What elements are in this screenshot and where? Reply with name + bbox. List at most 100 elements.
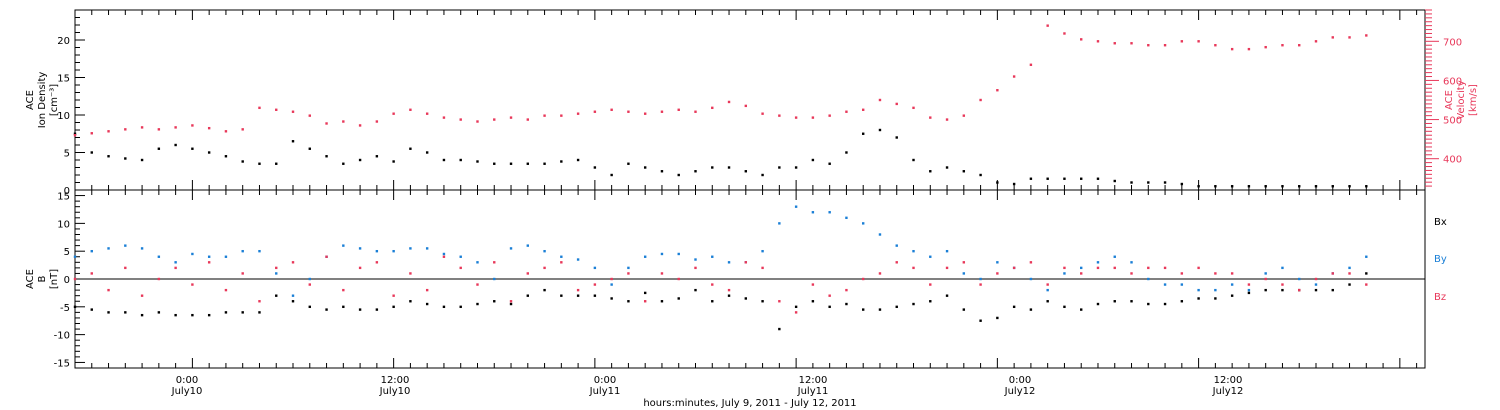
data-point-velocity (1214, 44, 1217, 47)
top-ylabel-line-1: ACE (25, 90, 36, 110)
data-point-by (1063, 272, 1066, 275)
data-point-by (207, 255, 211, 258)
data-point-by (493, 277, 496, 281)
data-point-bz (711, 283, 714, 286)
data-point-bx (1130, 300, 1133, 303)
data-point-bz (895, 261, 898, 264)
data-point-bz (1063, 266, 1066, 270)
data-point-bz (1096, 266, 1100, 270)
data-point-by (258, 249, 261, 253)
data-point-velocity (1130, 42, 1133, 45)
data-point-ion-density (442, 158, 446, 162)
bottom-panel-points (73, 205, 1368, 331)
data-point-velocity (526, 118, 529, 121)
data-point-ion-density (90, 151, 93, 154)
data-point-by (358, 247, 362, 250)
data-point-by (1046, 288, 1049, 292)
data-point-bz (1230, 272, 1234, 275)
data-point-by (694, 258, 697, 261)
data-point-bx (90, 308, 93, 311)
top-y-tick-label: 20 (57, 36, 70, 47)
x-tick-time-3: 12:00 (799, 375, 828, 386)
data-point-bz (224, 288, 228, 292)
data-point-bx (895, 305, 898, 309)
data-point-bz (325, 255, 328, 258)
data-point-bz (509, 300, 513, 303)
data-point-bz (107, 288, 110, 292)
data-point-bx (560, 294, 563, 297)
data-point-ion-density (828, 162, 831, 165)
data-point-by (761, 249, 764, 253)
data-point-bx (1012, 305, 1016, 309)
data-point-by (1314, 283, 1318, 286)
data-point-ion-density (325, 155, 328, 158)
data-point-velocity (543, 114, 546, 117)
data-point-bx (543, 288, 546, 292)
bottom-left-axis: -15 -10 -5 0 5 10 15 (54, 189, 85, 369)
data-point-bx (509, 302, 513, 306)
data-point-velocity (291, 110, 295, 113)
data-point-velocity (610, 108, 613, 111)
data-point-bz (308, 283, 311, 286)
data-point-velocity (794, 116, 798, 119)
top-ylabel-line-3: [cm⁻³] (49, 84, 60, 116)
data-point-velocity (358, 124, 362, 127)
data-point-velocity (308, 114, 311, 117)
data-point-bz (1163, 266, 1167, 270)
data-point-bx (124, 311, 127, 314)
data-point-bz (845, 288, 848, 292)
data-point-velocity (895, 102, 898, 106)
data-point-bz (207, 261, 211, 264)
data-point-bx (878, 308, 882, 311)
data-point-bz (778, 300, 781, 303)
data-point-velocity (409, 108, 412, 111)
data-point-by (543, 249, 546, 253)
data-point-ion-density (476, 160, 479, 163)
data-point-by (174, 261, 177, 264)
data-point-ion-density (660, 170, 664, 173)
data-point-velocity (1163, 44, 1167, 47)
data-point-bz (1298, 288, 1301, 292)
data-point-by (593, 266, 597, 270)
data-point-bx (576, 294, 580, 297)
data-point-velocity (979, 98, 982, 102)
data-point-bz (1197, 266, 1200, 270)
data-point-velocity (627, 110, 630, 113)
data-point-ion-density (342, 162, 345, 165)
data-point-bx (945, 294, 949, 297)
data-point-velocity (945, 118, 949, 121)
data-point-by (1281, 266, 1284, 270)
data-point-velocity (258, 106, 261, 110)
data-point-bz (1314, 277, 1318, 281)
data-point-by (727, 261, 731, 264)
top-right-ylabel-line-2: Velocity (1456, 80, 1467, 119)
data-point-ion-density (861, 132, 865, 135)
data-point-by (1365, 255, 1368, 258)
data-point-ion-density (744, 170, 748, 173)
data-point-bz (1029, 261, 1033, 264)
data-point-bx (811, 300, 815, 303)
data-point-ion-density (727, 166, 731, 169)
data-point-bz (1348, 272, 1351, 275)
data-point-bz (643, 300, 647, 303)
data-point-bz (794, 311, 798, 314)
data-point-bz (543, 266, 546, 270)
x-tick-time-0: 0:00 (176, 375, 198, 386)
data-point-by (107, 247, 110, 250)
data-point-velocity (811, 116, 815, 119)
data-point-bx (1163, 302, 1167, 306)
data-point-ion-density (895, 136, 898, 139)
data-point-ion-density (576, 158, 580, 162)
data-point-bx (996, 316, 999, 320)
data-point-velocity (593, 110, 597, 113)
data-point-velocity (476, 120, 479, 123)
bottom-ylabel-line-2: B (37, 275, 48, 282)
data-point-bz (610, 277, 613, 281)
data-point-by (509, 247, 513, 250)
data-point-by (73, 255, 77, 258)
data-point-velocity (1180, 40, 1184, 43)
data-point-by (711, 255, 714, 258)
data-point-by (1264, 272, 1267, 275)
x-tick-date-5: July12 (1212, 386, 1244, 397)
top-right-ylabel-line-1: ACE (1444, 90, 1455, 110)
